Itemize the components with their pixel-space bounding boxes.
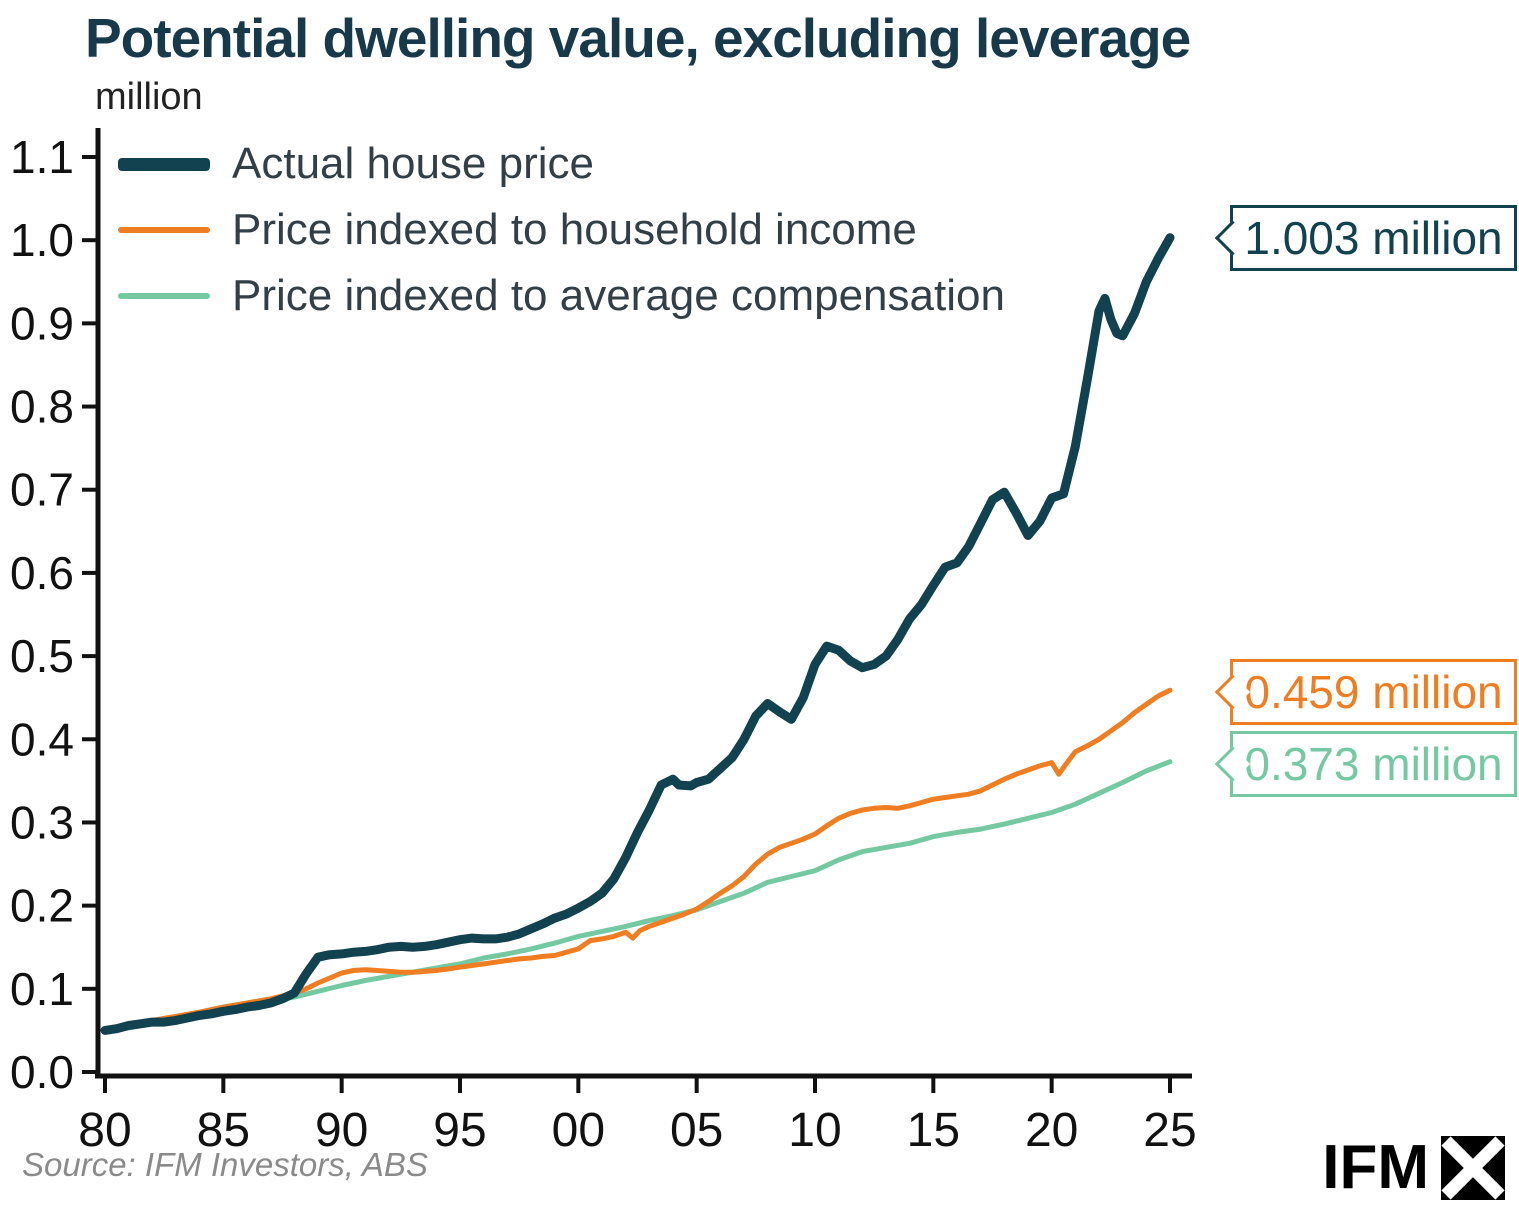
svg-text:05: 05 [670,1104,723,1157]
svg-text:0.6: 0.6 [10,547,74,599]
legend-item-actual-house-price: Actual house price [118,138,1005,190]
svg-text:0.8: 0.8 [10,381,74,433]
svg-text:85: 85 [197,1104,250,1157]
ifm-logo-text: IFM [1322,1133,1429,1202]
svg-text:95: 95 [433,1104,486,1157]
svg-text:0.3: 0.3 [10,796,74,848]
svg-text:0.7: 0.7 [10,464,74,516]
legend-label: Price indexed to household income [232,205,917,254]
chart-legend: Actual house price Price indexed to hous… [118,138,1005,322]
svg-text:10: 10 [788,1104,841,1157]
legend-label: Actual house price [232,139,594,188]
legend-swatch-household-income [118,227,210,233]
svg-text:1.0: 1.0 [10,214,74,266]
svg-text:0.0: 0.0 [10,1046,74,1098]
ifm-logo-mark [1441,1135,1505,1200]
svg-text:0.9: 0.9 [10,297,74,349]
legend-item-average-compensation: Price indexed to average compensation [118,270,1005,322]
ifm-logo: IFM [1322,1132,1505,1203]
svg-text:0.5: 0.5 [10,630,74,682]
legend-swatch-average-compensation [118,293,210,299]
callout-average-compensation: 0.373 million [1230,731,1517,797]
svg-text:25: 25 [1143,1104,1196,1157]
svg-text:0.1: 0.1 [10,963,74,1015]
svg-text:15: 15 [907,1104,960,1157]
legend-swatch-actual-house-price [118,157,210,171]
source-attribution: Source: IFM Investors, ABS [22,1146,428,1183]
svg-text:00: 00 [552,1104,605,1157]
svg-text:0.2: 0.2 [10,880,74,932]
svg-text:0.4: 0.4 [10,713,74,765]
callout-household-income: 0.459 million [1230,659,1517,725]
svg-text:90: 90 [315,1104,368,1157]
svg-text:20: 20 [1025,1104,1078,1157]
legend-item-household-income: Price indexed to household income [118,204,1005,256]
legend-label: Price indexed to average compensation [232,271,1005,320]
svg-text:1.1: 1.1 [10,131,74,183]
callout-actual-house-price: 1.003 million [1230,205,1517,271]
chart-title: Potential dwelling value, excluding leve… [85,7,1191,69]
svg-text:80: 80 [78,1104,131,1157]
y-axis-unit-label: million [95,76,203,118]
